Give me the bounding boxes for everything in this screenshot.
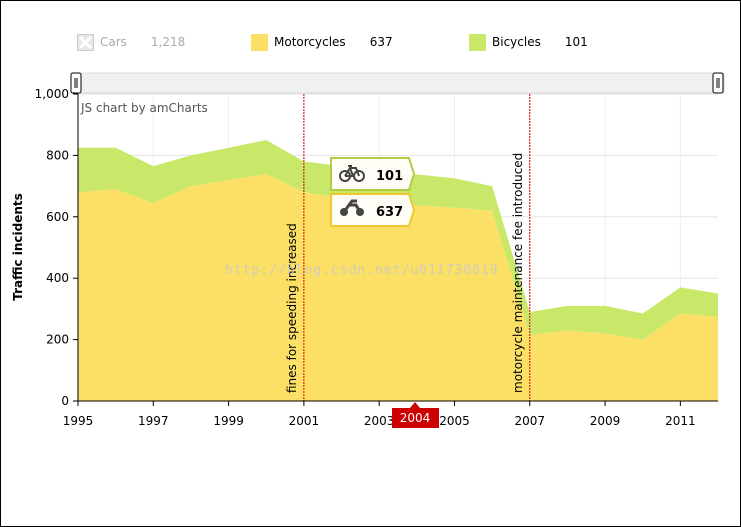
x-tick-label: 1999 (213, 414, 244, 428)
axes (77, 94, 718, 402)
legend-swatch-bicycles (469, 33, 486, 51)
chart-scrollbar[interactable] (70, 72, 725, 94)
legend-label-cars: Cars (100, 35, 127, 49)
legend-label-motorcycles: Motorcycles (274, 35, 346, 49)
x-tick-label: 2011 (665, 414, 696, 428)
x-tick-label: 2007 (514, 414, 545, 428)
legend-label-bicycles: Bicycles (492, 35, 541, 49)
series-area-motorcycles (78, 173, 718, 401)
bicycle-icon (339, 165, 365, 182)
scrollbar-right-grip[interactable] (712, 72, 724, 94)
watermark-text: http://blog.csdn.net/u011730019 (225, 263, 499, 278)
x-tick-label: 1995 (63, 414, 94, 428)
guide-lines: fines for speeding increased motorcycle m… (285, 94, 531, 401)
tooltip-motorcycles: 637 (330, 193, 416, 227)
legend-item-bicycles[interactable]: Bicycles 101 (469, 33, 588, 51)
amcharts-credit[interactable]: JS chart by amCharts (80, 101, 208, 115)
legend-value-bicycles: 101 (564, 35, 588, 49)
y-tick-label: 400 (46, 271, 69, 285)
scrollbar-left-grip[interactable] (70, 72, 82, 94)
grip-icon (716, 78, 720, 88)
x-tick-label: 2003 (364, 414, 395, 428)
x-tick-label: 1997 (138, 414, 169, 428)
legend-value-motorcycles: 637 (369, 35, 393, 49)
motorcycle-icon (340, 199, 364, 216)
guide-label: motorcycle maintenance fee introduced (511, 153, 525, 393)
y-tick-label: 0 (61, 394, 69, 408)
legend-item-cars[interactable]: Cars 1,218 (77, 33, 185, 51)
hover-tooltip: 101 637 (330, 157, 416, 227)
x-tick-label: 2005 (439, 414, 470, 428)
legend-item-motorcycles[interactable]: Motorcycles 637 (251, 33, 393, 51)
y-tick-label: 1,000 (35, 87, 69, 101)
x-axis-ticks: 1995 1997 1999 2001 2003 2005 2007 2009 2011 (63, 401, 696, 428)
tooltip-value-bicycles: 101 (376, 169, 403, 184)
tooltip-value-motorcycles: 637 (376, 205, 403, 220)
cursor-category-label: 2004 (392, 402, 439, 428)
cursor-category-value: 2004 (400, 411, 431, 425)
y-tick-label: 200 (46, 333, 69, 347)
legend-swatch-motorcycles (251, 33, 268, 51)
y-tick-label: 800 (46, 148, 69, 162)
y-axis-ticks: 0 200 400 600 800 1,000 (35, 87, 78, 408)
y-tick-label: 600 (46, 210, 69, 224)
x-tick-label: 2009 (590, 414, 621, 428)
y-axis-label: Traffic incidents (11, 193, 25, 301)
legend-value-cars: 1,218 (150, 35, 186, 49)
x-tick-label: 2001 (289, 414, 320, 428)
tooltip-bicycles: 101 (330, 157, 416, 191)
grip-icon (74, 78, 78, 88)
hidden-series-icon (77, 33, 94, 51)
guide-label: fines for speeding increased (285, 223, 299, 393)
